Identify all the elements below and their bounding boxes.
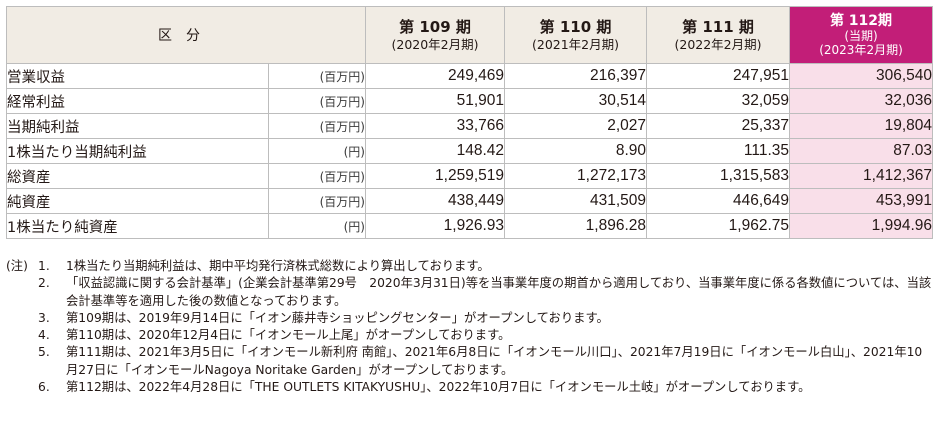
value-cell: 216,397 (504, 63, 647, 89)
value-cell-current: 1,994.96 (789, 213, 933, 239)
period-label: 第 109 期 (399, 17, 471, 36)
table-row: 総資産 (百万円) 1,259,519 1,272,173 1,315,583 … (6, 163, 933, 189)
table-row: 1株当たり当期純利益 (円) 148.42 8.90 111.35 87.03 (6, 138, 933, 164)
footnote-lead: (注) (6, 259, 28, 273)
footnote-text: 第112期は、2022年4月28日に「THE OUTLETS KITAKYUSH… (66, 380, 811, 395)
row-label: 営業収益 (6, 63, 269, 89)
value-cell: 438,449 (365, 188, 505, 214)
value-cell: 1,896.28 (504, 213, 647, 239)
row-unit: (百万円) (268, 88, 366, 114)
table-row: 経常利益 (百万円) 51,901 30,514 32,059 32,036 (6, 88, 933, 114)
value-cell: 111.35 (646, 138, 790, 164)
value-cell-current: 306,540 (789, 63, 933, 89)
footnote-number: 4. (38, 328, 50, 343)
value-cell: 25,337 (646, 113, 790, 139)
value-cell: 30,514 (504, 88, 647, 114)
row-label: 純資産 (6, 188, 269, 214)
value-cell: 8.90 (504, 138, 647, 164)
row-unit: (百万円) (268, 163, 366, 189)
footnotes: (注) 1. 1株当たり当期純利益は、期中平均発行済株式総数により算出しておりま… (6, 258, 934, 396)
footnote-text: 第111期は、2021年3月5日に「イオンモール新利府 南館」、2021年6月8… (66, 345, 923, 377)
value-cell: 33,766 (365, 113, 505, 139)
row-label: 1株当たり純資産 (6, 213, 269, 239)
table-header-row: 区分 第 109 期 (2020年2月期) 第 110 期 (2021年2月期)… (6, 6, 933, 64)
header-period-110: 第 110 期 (2021年2月期) (504, 6, 647, 64)
table-row: 当期純利益 (百万円) 33,766 2,027 25,337 19,804 (6, 113, 933, 139)
value-cell: 2,027 (504, 113, 647, 139)
financial-summary-table: 区分 第 109 期 (2020年2月期) 第 110 期 (2021年2月期)… (6, 6, 933, 239)
row-label: 経常利益 (6, 88, 269, 114)
value-cell-current: 453,991 (789, 188, 933, 214)
value-cell-current: 87.03 (789, 138, 933, 164)
value-cell: 446,649 (646, 188, 790, 214)
period-date: (2020年2月期) (391, 36, 479, 52)
footnote-text: 1株当たり当期純利益は、期中平均発行済株式総数により算出しております。 (66, 259, 490, 273)
table-row: 1株当たり純資産 (円) 1,926.93 1,896.28 1,962.75 … (6, 213, 933, 239)
header-period-109: 第 109 期 (2020年2月期) (365, 6, 505, 64)
value-cell: 431,509 (504, 188, 647, 214)
period-label: 第 112期 (829, 13, 893, 29)
footnote-number: 1. (38, 259, 50, 273)
footnote-item: (注) 1. 1株当たり当期純利益は、期中平均発行済株式総数により算出しておりま… (6, 258, 934, 275)
period-label: 第 110 期 (539, 17, 612, 36)
value-cell: 249,469 (365, 63, 505, 89)
value-cell: 1,259,519 (365, 163, 505, 189)
footnote-text: 「収益認識に関する会計基準」(企業会計基準第29号 2020年3月31日)等を当… (66, 276, 932, 308)
row-unit: (円) (268, 213, 366, 239)
period-date: (2022年2月期) (674, 36, 762, 52)
header-period-111: 第 111 期 (2022年2月期) (646, 6, 790, 64)
value-cell: 1,926.93 (365, 213, 505, 239)
footnote-item: 5. 第111期は、2021年3月5日に「イオンモール新利府 南館」、2021年… (6, 344, 934, 379)
footnote-item: 6. 第112期は、2022年4月28日に「THE OUTLETS KITAKY… (6, 379, 934, 396)
period-date: (2023年2月期) (819, 43, 903, 57)
footnote-number: 6. (38, 380, 50, 395)
footnote-item: 3. 第109期は、2019年9月14日に「イオン藤井寺ショッピングセンター」が… (6, 310, 934, 327)
table-row: 営業収益 (百万円) 249,469 216,397 247,951 306,5… (6, 63, 933, 89)
header-category: 区分 (6, 6, 366, 64)
footnote-number: 5. (38, 345, 50, 360)
value-cell: 1,315,583 (646, 163, 790, 189)
footnote-number: 2. (38, 276, 50, 291)
row-unit: (百万円) (268, 188, 366, 214)
period-date: (2021年2月期) (531, 36, 620, 52)
row-label: 1株当たり当期純利益 (6, 138, 269, 164)
row-label: 総資産 (6, 163, 269, 189)
table-row: 純資産 (百万円) 438,449 431,509 446,649 453,99… (6, 188, 933, 214)
footnote-item: 4. 第110期は、2020年12月4日に「イオンモール上尾」がオープンしており… (6, 327, 934, 344)
value-cell-current: 19,804 (789, 113, 933, 139)
value-cell: 247,951 (646, 63, 790, 89)
footnote-item: 2. 「収益認識に関する会計基準」(企業会計基準第29号 2020年3月31日)… (6, 275, 934, 310)
footnote-text: 第110期は、2020年12月4日に「イオンモール上尾」がオープンしております。 (66, 328, 511, 343)
header-period-112-current: 第 112期 (当期) (2023年2月期) (789, 6, 933, 64)
footnote-text: 第109期は、2019年9月14日に「イオン藤井寺ショッピングセンター」がオープ… (66, 310, 609, 325)
period-label: 第 111 期 (682, 17, 754, 36)
value-cell: 1,962.75 (646, 213, 790, 239)
value-cell: 148.42 (365, 138, 505, 164)
value-cell-current: 1,412,367 (789, 163, 933, 189)
value-cell: 51,901 (365, 88, 505, 114)
row-unit: (円) (268, 138, 366, 164)
period-current-label: (当期) (844, 29, 878, 43)
footnote-number: 3. (38, 310, 50, 325)
row-label: 当期純利益 (6, 113, 269, 139)
row-unit: (百万円) (268, 63, 366, 89)
value-cell-current: 32,036 (789, 88, 933, 114)
value-cell: 1,272,173 (504, 163, 647, 189)
value-cell: 32,059 (646, 88, 790, 114)
row-unit: (百万円) (268, 113, 366, 139)
